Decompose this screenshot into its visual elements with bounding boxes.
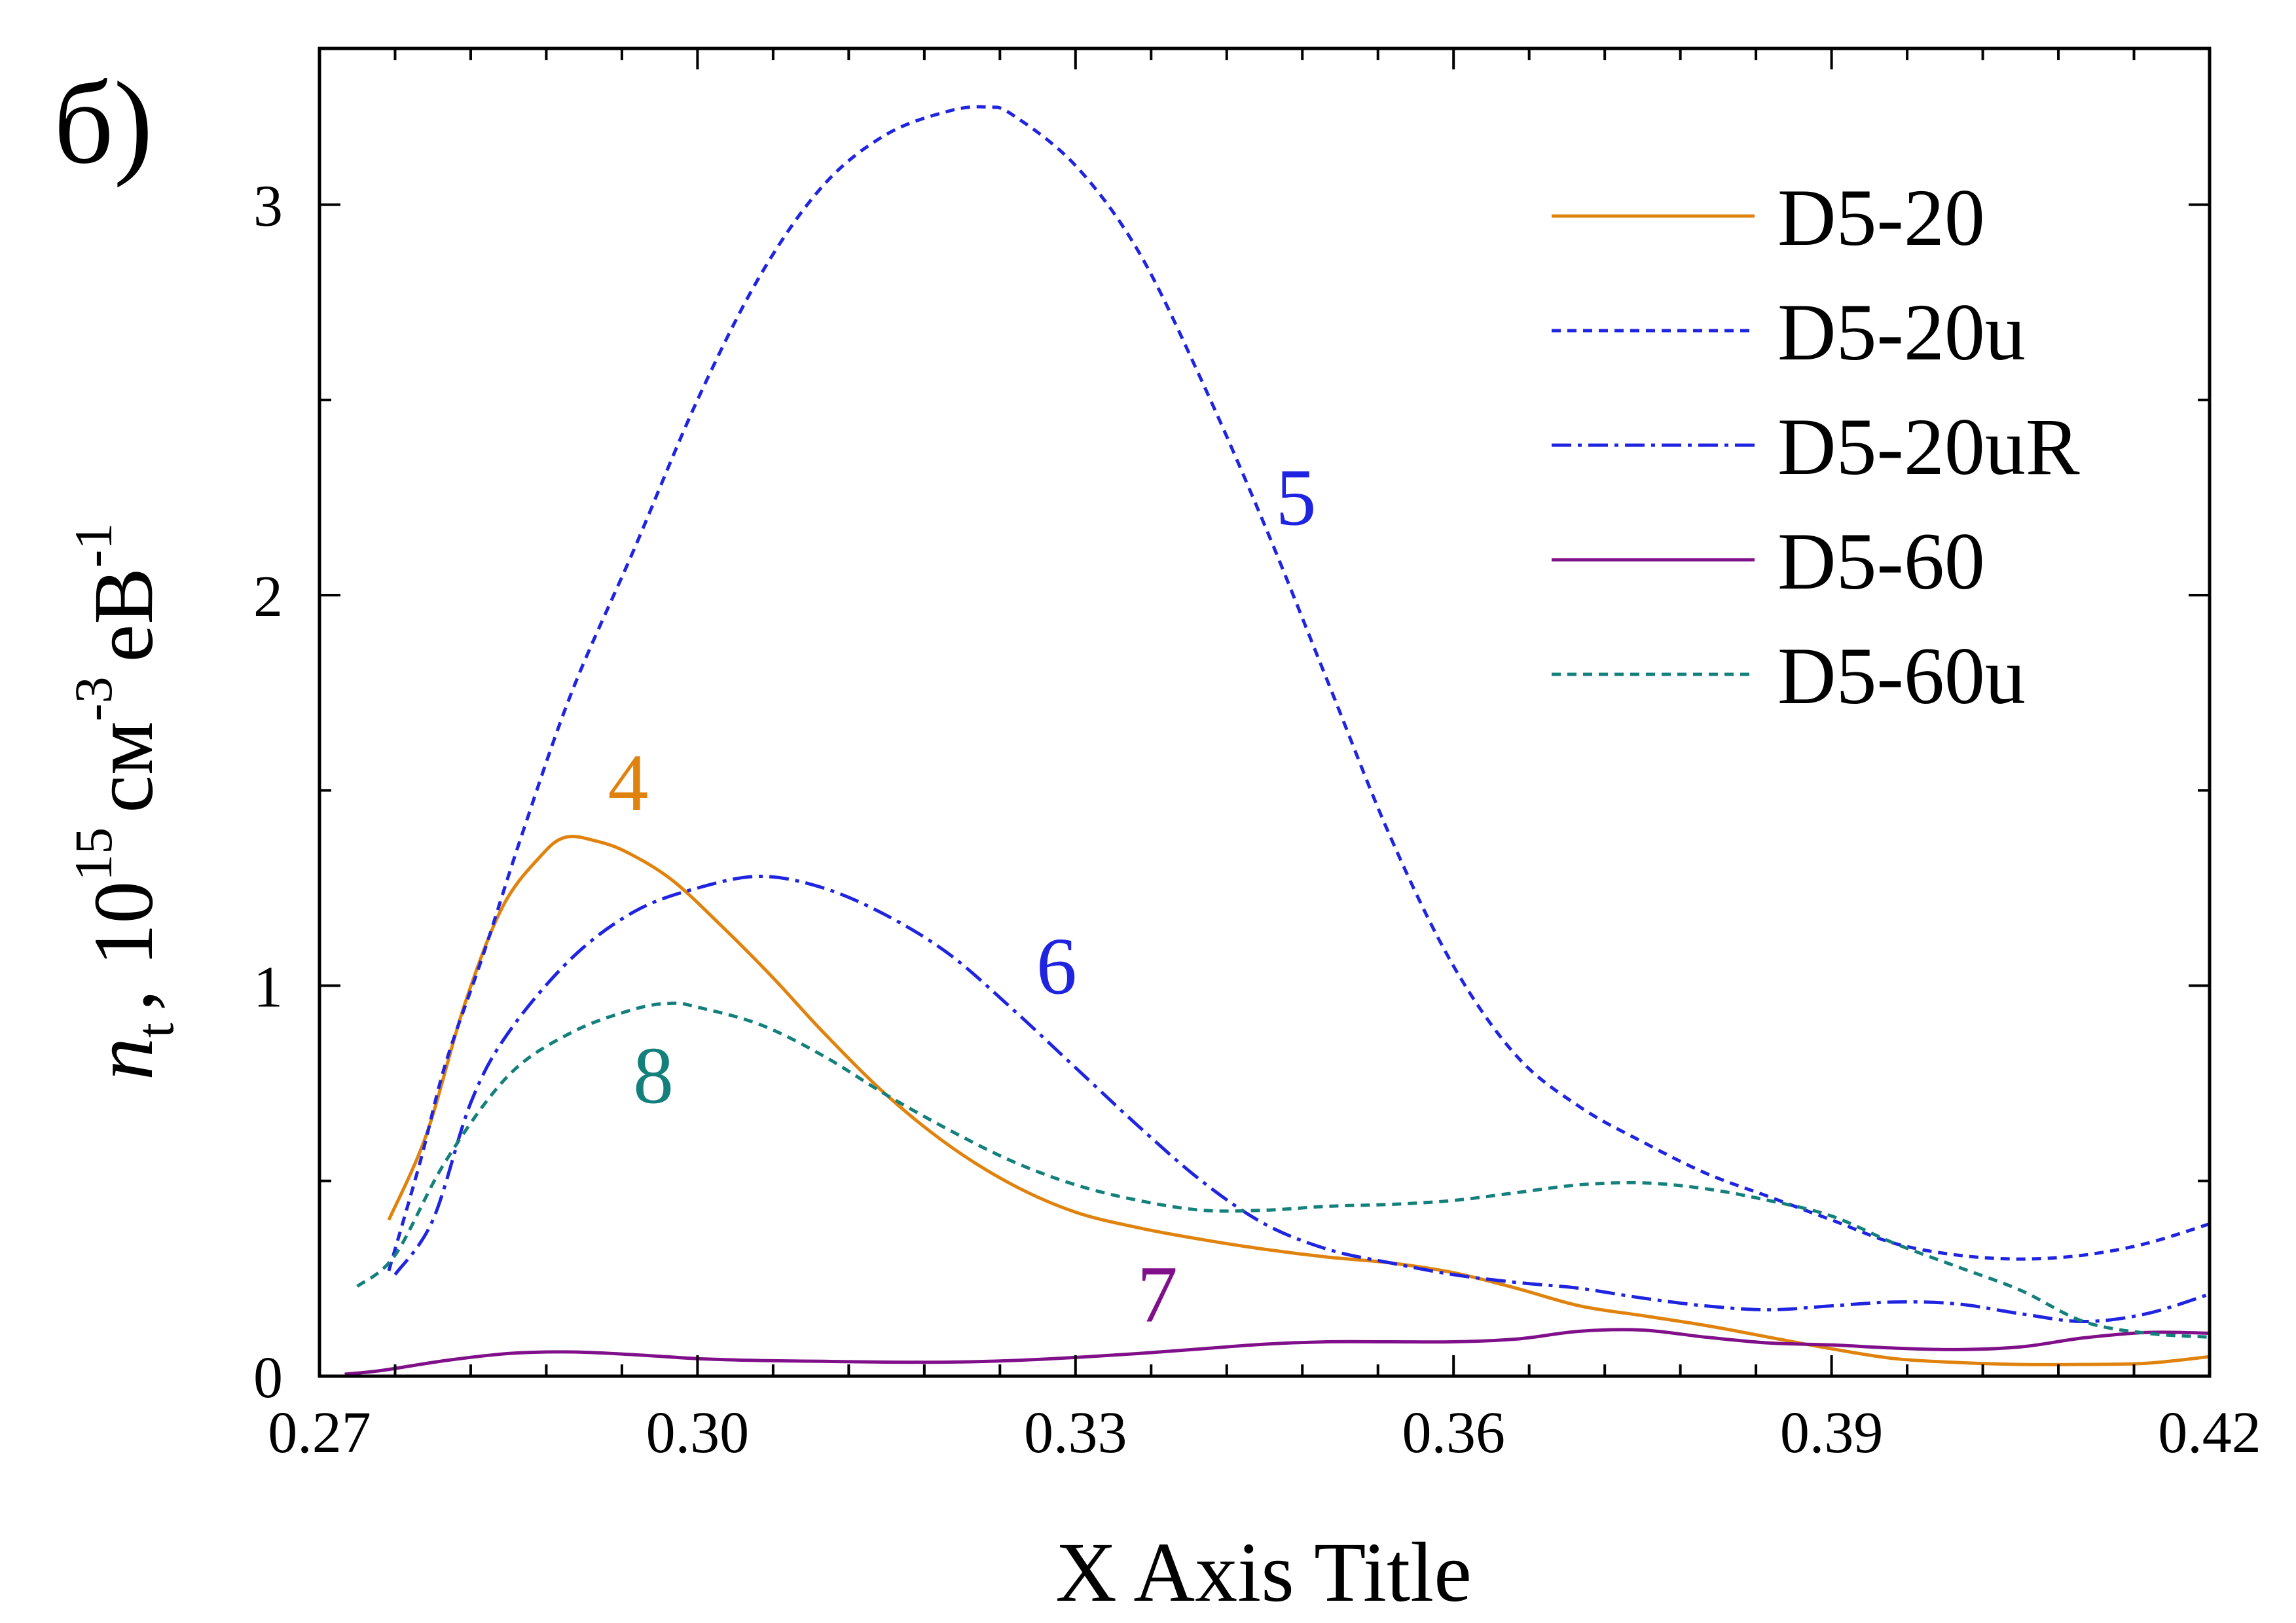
- x-tick-label: 0.39: [1780, 1400, 1884, 1465]
- series-line-d5-60u: [356, 1001, 2210, 1339]
- curve-number-label-4: 4: [608, 738, 649, 828]
- legend-label-d5-20ur: D5-20uR: [1777, 402, 2080, 492]
- panel-label: б): [54, 58, 153, 188]
- x-tick-label: 0.36: [1402, 1400, 1505, 1465]
- curve-label-layer: 4 5 6 7 8: [608, 453, 1317, 1340]
- legend-label-d5-60: D5-60: [1777, 517, 1985, 606]
- series-line-d5-20u: [387, 105, 2210, 1271]
- y-title-unit2-exp: -1: [64, 523, 123, 568]
- y-axis-title: nt, 1015 см-3 eB-1: [64, 523, 185, 1080]
- y-title-sub: t: [125, 1023, 185, 1038]
- x-tick-label: 0.27: [268, 1400, 371, 1465]
- series-line-d5-20ur: [393, 875, 2210, 1323]
- curve-number-label-5: 5: [1276, 453, 1317, 543]
- curve-number-label-8: 8: [633, 1030, 674, 1120]
- y-axis: 0 1 2 3: [253, 174, 2210, 1410]
- legend-label-d5-60u: D5-60u: [1777, 631, 2026, 721]
- plot-frame: [318, 46, 2212, 1378]
- y-tick-label: 1: [253, 955, 283, 1020]
- curve-number-label-7: 7: [1137, 1249, 1178, 1339]
- series-line-d5-20: [387, 835, 2210, 1366]
- y-title-coef: 10: [77, 881, 171, 966]
- y-title-unit1-exp: -3: [64, 676, 123, 721]
- legend-label-d5-20: D5-20: [1777, 173, 1985, 263]
- y-title-unit2: eB: [77, 568, 171, 662]
- x-tick-label: 0.42: [2158, 1400, 2261, 1465]
- series-line-d5-60: [344, 1328, 2210, 1376]
- y-axis-title-text: nt, 1015 см-3 eB-1: [64, 523, 185, 1080]
- x-axis: 0.27 0.30 0.33 0.36 0.39 0.42: [268, 48, 2261, 1465]
- y-title-coef-exp: 15: [64, 828, 123, 881]
- legend: D5-20 D5-20u D5-20uR D5-60 D5-60u: [1552, 173, 2080, 721]
- series-layer: [344, 105, 2210, 1376]
- y-title-n: n: [77, 1038, 171, 1080]
- y-tick-label: 2: [253, 564, 283, 629]
- y-title-comma: ,: [77, 990, 171, 1012]
- y-title-unit1: см: [77, 721, 171, 813]
- x-axis-title: X Axis Title: [1055, 1525, 1472, 1620]
- curve-number-label-6: 6: [1036, 921, 1077, 1011]
- y-tick-label: 0: [253, 1345, 283, 1410]
- legend-label-d5-20u: D5-20u: [1777, 287, 2026, 377]
- x-tick-label: 0.30: [646, 1400, 750, 1465]
- x-tick-label: 0.33: [1024, 1400, 1127, 1465]
- y-tick-label: 3: [253, 174, 283, 239]
